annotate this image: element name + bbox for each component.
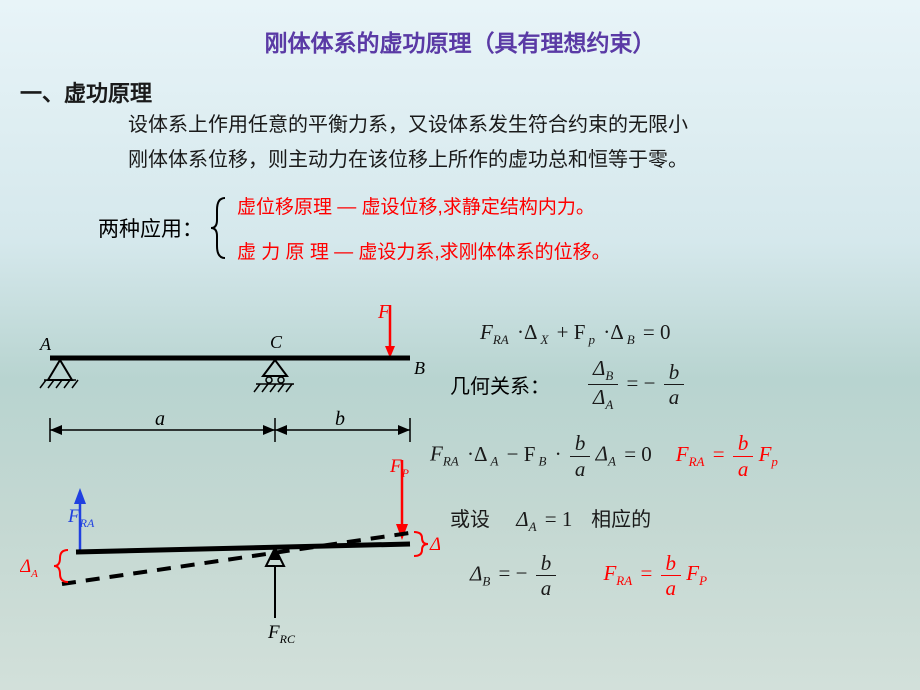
force-FRC-label: FRC — [267, 622, 296, 646]
dimension-b: b — [335, 408, 345, 430]
principle-body: 设体系上作用任意的平衡力系，又设体系发生符合约束的无限小 刚体体系位移，则主动力… — [128, 108, 880, 178]
corresp-label: 相应的 — [591, 509, 651, 531]
beam-diagrams: F A C B — [20, 300, 440, 660]
delta-B-label: ΔB — [429, 534, 440, 558]
delta-A-label: ΔA — [20, 556, 38, 580]
equation-5-row: ΔB = − ba FRA = ba FP — [470, 551, 910, 600]
application-1: 虚位移原理 — 虚设位移,求静定结构内力。 — [237, 192, 611, 219]
applications-label: 两种应用： — [98, 213, 203, 243]
force-FP-label: FP — [389, 456, 410, 480]
body-line-2: 刚体体系位移，则主动力在该位移上所作的虚功总和恒等于零。 — [128, 149, 688, 171]
equation-3: FRA ·ΔA − FB · ba ΔA = 0 FRA = ba Fp — [430, 431, 910, 480]
point-C-label: C — [270, 332, 283, 352]
equation-1: FRA ·ΔX + Fp ·ΔB = 0 — [480, 320, 910, 348]
geometry-label: 几何关系： — [450, 370, 550, 399]
section-heading: 一、虚功原理 — [20, 76, 900, 108]
dimension-a: a — [155, 408, 165, 430]
point-A-label: A — [39, 334, 52, 354]
slide-title: 刚体体系的虚功原理（具有理想约束） — [20, 24, 900, 58]
application-2: 虚 力 原 理 — 虚设力系,求刚体体系的位移。 — [237, 237, 611, 264]
body-line-1: 设体系上作用任意的平衡力系，又设体系发生符合约束的无限小 — [128, 114, 688, 136]
left-brace-icon — [209, 196, 231, 260]
applications-row: 两种应用： 虚位移原理 — 虚设位移,求静定结构内力。 虚 力 原 理 — 虚设… — [98, 192, 900, 264]
equations-area: FRA ·ΔX + Fp ·ΔB = 0 几何关系： ΔB ΔA = − b a… — [450, 320, 910, 680]
force-F-label: F — [377, 301, 391, 323]
or-set-row: 或设 ΔA = 1 相应的 — [450, 503, 910, 535]
orset-label: 或设 — [450, 509, 490, 531]
point-B-label: B — [414, 358, 425, 378]
geometry-row: 几何关系： ΔB ΔA = − b a — [450, 356, 910, 413]
